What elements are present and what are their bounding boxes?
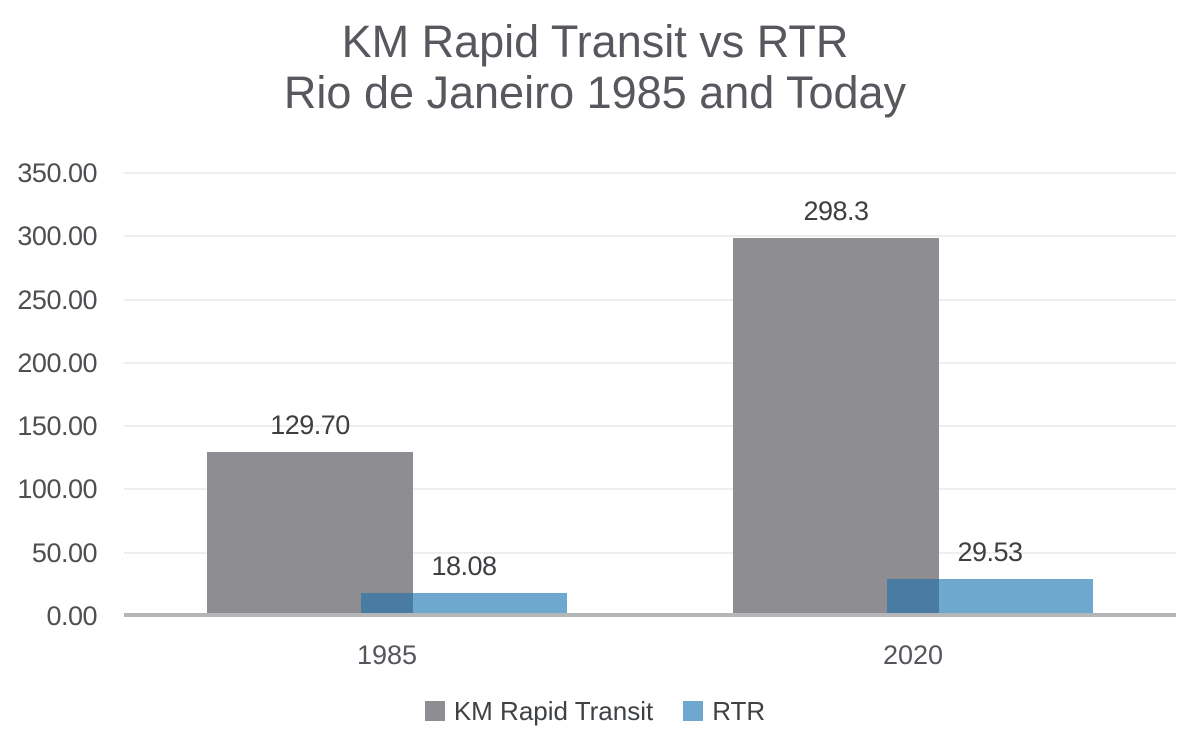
bar-value-label: 18.08 xyxy=(431,551,497,582)
y-axis-tick-label: 300.00 xyxy=(17,221,97,252)
gridline xyxy=(124,298,1176,301)
y-axis-tick-label: 100.00 xyxy=(17,474,97,505)
x-axis-category-label: 2020 xyxy=(882,640,944,670)
chart-title-line1: KM Rapid Transit vs RTR xyxy=(341,16,849,67)
legend: KM Rapid Transit RTR xyxy=(0,695,1190,727)
gridline xyxy=(124,361,1176,364)
y-axis-tick-label: 50.00 xyxy=(31,537,98,568)
legend-item-rtr: RTR xyxy=(683,696,765,727)
gridline xyxy=(124,488,1176,491)
y-axis-tick-label: 250.00 xyxy=(17,284,97,315)
bar-overlap-region-2020 xyxy=(887,578,939,613)
legend-item-km-rapid-transit: KM Rapid Transit xyxy=(424,695,654,727)
gridline xyxy=(124,425,1176,428)
y-axis-tick-label: 350.00 xyxy=(17,158,97,188)
gridline xyxy=(124,172,1176,174)
bar-overlap-region-1985 xyxy=(361,593,413,613)
bar-km-rapid-transit-1985 xyxy=(207,451,413,613)
legend-swatch-icon xyxy=(683,701,704,721)
legend-label: RTR xyxy=(712,695,766,726)
x-axis-line xyxy=(124,613,1176,617)
bar-km-rapid-transit-2020 xyxy=(733,238,939,613)
y-axis-tick-label: 200.00 xyxy=(17,347,97,378)
y-axis-tick-label: 0.00 xyxy=(46,601,97,631)
gridline xyxy=(124,551,1176,554)
y-axis-tick-label: 150.00 xyxy=(17,411,97,442)
chart-title: KM Rapid Transit vs RTR Rio de Janeiro 1… xyxy=(0,16,1190,118)
bar-value-label: 298.3 xyxy=(803,196,869,227)
x-axis-category-label: 1985 xyxy=(356,640,418,670)
legend-swatch-icon xyxy=(424,701,445,721)
bar-value-label: 129.70 xyxy=(270,409,350,440)
gridline xyxy=(124,235,1176,238)
chart-title-line2: Rio de Janeiro 1985 and Today xyxy=(283,67,907,118)
bar-value-label: 29.53 xyxy=(957,536,1023,567)
legend-label: KM Rapid Transit xyxy=(453,695,654,726)
